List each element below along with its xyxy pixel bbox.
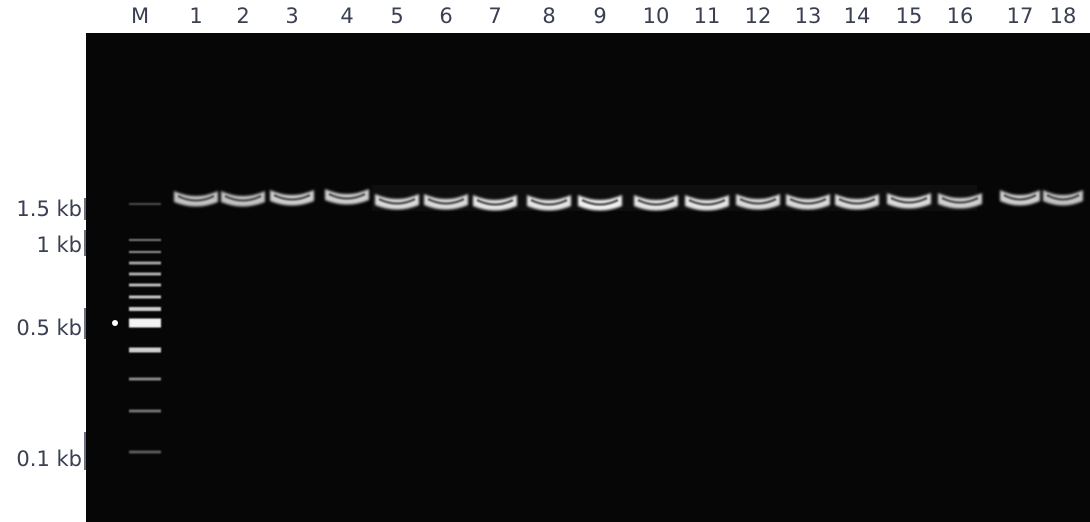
lane-label: 10 — [643, 4, 670, 28]
size-marker-label: 1.5 kb — [16, 197, 82, 221]
ladder-band — [129, 251, 161, 253]
marker-dot — [112, 320, 118, 326]
ladder-band — [129, 296, 161, 299]
gel-figure: M1234567891011121314151617181.5 kb1 kb0.… — [0, 0, 1090, 522]
lane-label: 16 — [947, 4, 974, 28]
lane-label: 5 — [390, 4, 403, 28]
lane-label: 8 — [542, 4, 555, 28]
ladder-band — [129, 262, 161, 265]
ladder-band — [129, 203, 161, 205]
ladder-band — [129, 307, 161, 311]
lane-label: 7 — [488, 4, 501, 28]
lane-label: 15 — [896, 4, 923, 28]
lane-label: 3 — [285, 4, 298, 28]
ladder-band — [129, 273, 161, 276]
ladder-band — [129, 319, 161, 328]
gel-background — [86, 33, 1090, 522]
ladder-band — [129, 239, 161, 241]
lane-label: 12 — [745, 4, 772, 28]
ladder-band — [129, 378, 161, 381]
lane-label: 18 — [1050, 4, 1077, 28]
ladder-band — [129, 284, 161, 287]
lane-label: 14 — [844, 4, 871, 28]
lane-label: M — [131, 4, 149, 28]
size-marker-label: 1 kb — [36, 233, 82, 257]
lane-label: 9 — [593, 4, 606, 28]
lane-label: 4 — [340, 4, 353, 28]
lane-label: 2 — [236, 4, 249, 28]
lane-label: 6 — [439, 4, 452, 28]
page: {"gel": { "lanes": ["M", "1", "2", "3", … — [0, 0, 1090, 522]
ladder-band — [129, 348, 161, 353]
lane-label: 11 — [694, 4, 721, 28]
lane-label: 17 — [1007, 4, 1034, 28]
size-marker-label: 0.1 kb — [16, 447, 82, 471]
size-marker-label: 0.5 kb — [16, 316, 82, 340]
ladder-band — [129, 410, 161, 413]
ladder-band — [129, 451, 161, 454]
lane-label: 1 — [189, 4, 202, 28]
lane-label: 13 — [795, 4, 822, 28]
